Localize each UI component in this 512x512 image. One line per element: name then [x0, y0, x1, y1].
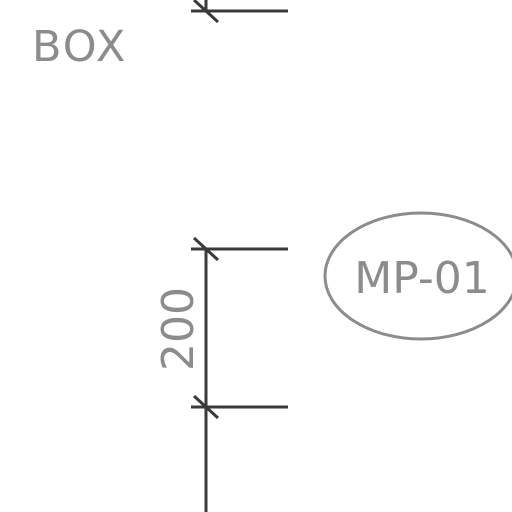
- tag-ellipse: [323, 211, 512, 341]
- box-label: BOX: [32, 22, 127, 72]
- lower-tick-mark: [192, 394, 220, 420]
- top-dimension-fragment: [191, 0, 288, 24]
- dimension-200: 200: [153, 236, 288, 512]
- tag-mp-01: MP-01: [323, 211, 512, 341]
- upper-tick-mark: [192, 236, 220, 262]
- top-tick-mark: [192, 0, 220, 24]
- tag-label: MP-01: [354, 253, 489, 304]
- dimension-value-text: 200: [153, 287, 204, 371]
